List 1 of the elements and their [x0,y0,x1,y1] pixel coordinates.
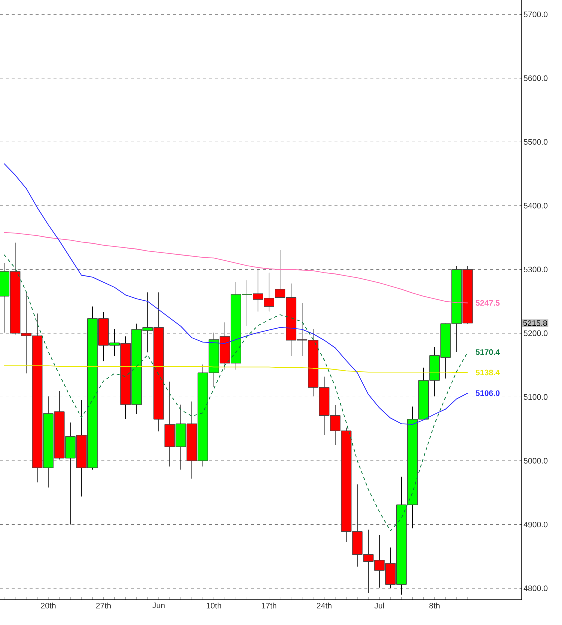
line-series [4,254,468,532]
